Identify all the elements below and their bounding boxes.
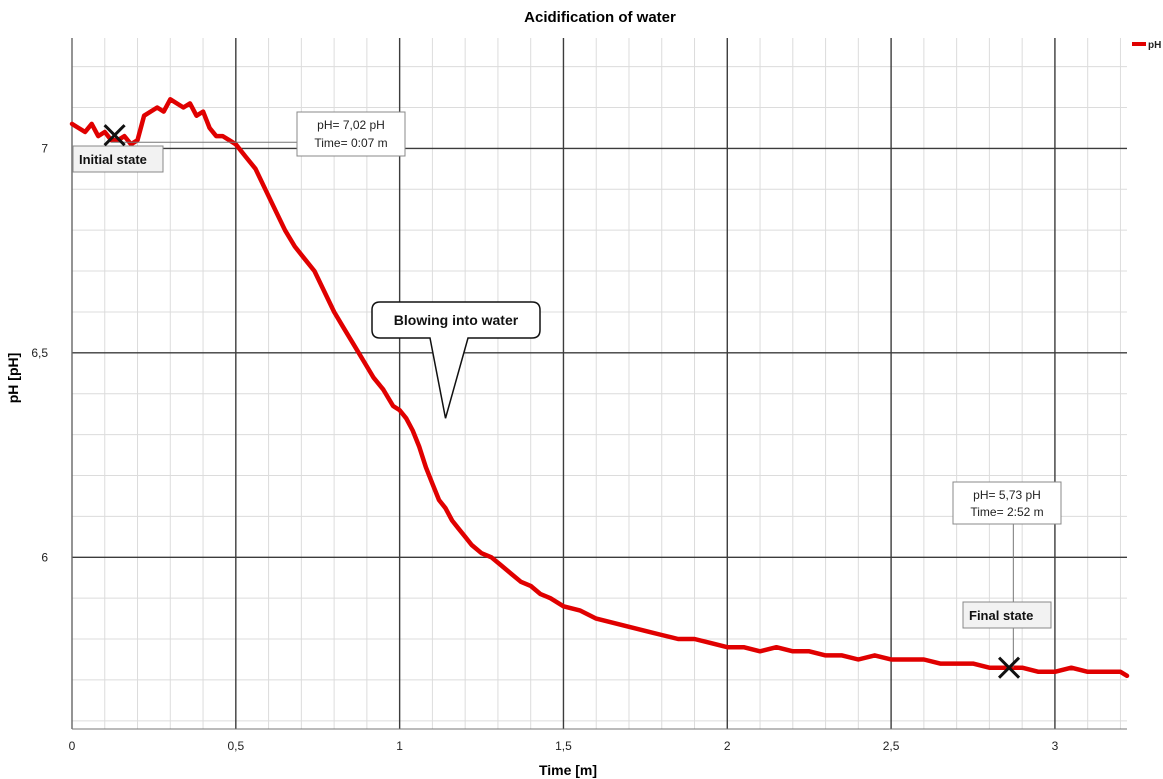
final-readout-ph: pH= 5,73 pH [973,488,1041,502]
callout-bubble [371,301,541,419]
initial-state-label: Initial state [79,152,147,167]
legend: pH [1132,40,1161,51]
x-tick-labels: 0 0,5 1 1,5 2 2,5 3 [69,739,1059,753]
final-state-annotation: Final state [962,601,1052,679]
x-axis-label: Time [m] [539,762,597,778]
x-tick-label: 2,5 [883,739,900,753]
y-tick-labels: 66,57 [31,141,48,564]
final-readout-time: Time= 2:52 m [970,505,1043,519]
legend-label-ph: pH [1148,40,1161,51]
initial-state-box [72,145,164,173]
chart-title: Acidification of water [524,9,676,26]
axes [71,38,1127,730]
y-tick-label: 6 [41,550,48,564]
x-tick-label: 1 [396,739,403,753]
blowing-callout: Blowing into water [371,301,541,419]
initial-state-annotation: Initial state [72,124,164,173]
final-readout-box [952,481,1062,525]
y-tick-label: 6,5 [31,346,48,360]
final-readout: pH= 5,73 pH Time= 2:52 m [952,481,1062,668]
x-tick-label: 2 [724,739,731,753]
x-marker-stroke [103,124,126,147]
x-tick-label: 1,5 [555,739,572,753]
x-tick-label: 0 [69,739,76,753]
final-state-box [962,601,1052,629]
initial-readout-box [296,111,406,157]
final-state-label: Final state [969,608,1033,623]
callout-label: Blowing into water [394,312,519,328]
series-layer [69,97,1130,679]
initial-state-x-marker [103,124,126,147]
y-tick-label: 7 [41,141,48,155]
final-state-x-marker [997,656,1021,679]
legend-swatch-ph [1132,42,1146,46]
x-tick-label: 3 [1052,739,1059,753]
y-axis-label: pH [pH] [5,353,21,404]
initial-readout: pH= 7,02 pH Time= 0:07 m [111,111,406,157]
initial-readout-ph: pH= 7,02 pH [317,118,385,132]
x-marker-stroke [997,656,1021,679]
series-line-ph [69,97,1130,679]
x-tick-label: 0,5 [227,739,244,753]
initial-readout-time: Time= 0:07 m [314,136,387,150]
